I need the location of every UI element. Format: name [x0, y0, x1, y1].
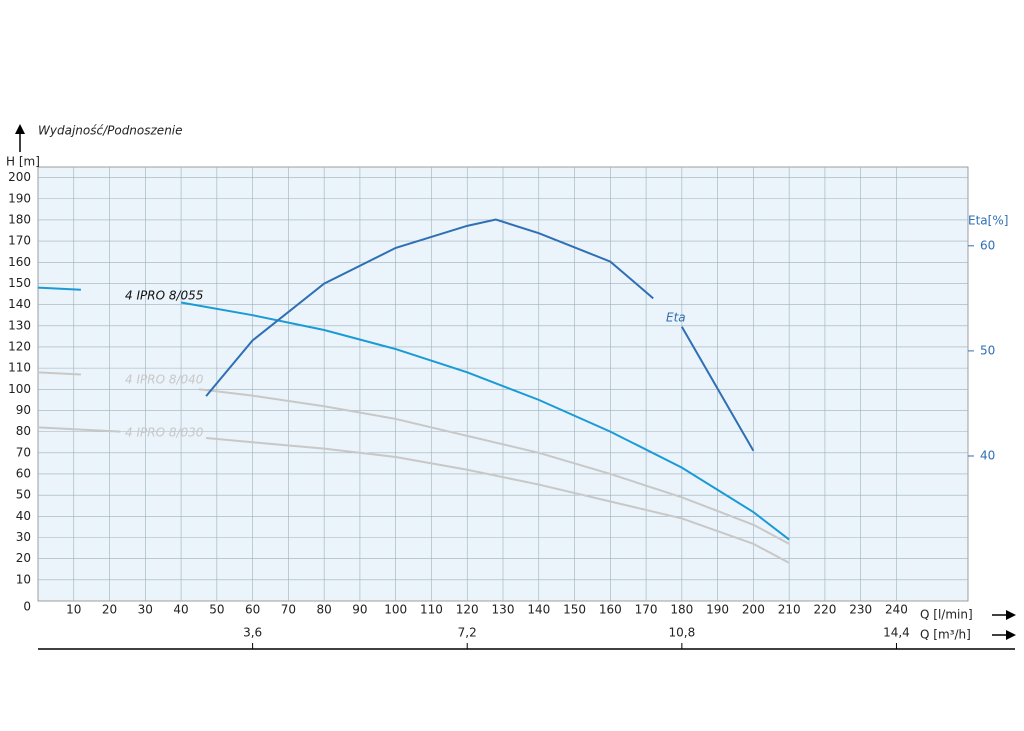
series-line [205, 218, 654, 397]
y-axis-label: H [m] [6, 155, 40, 169]
series-label: 4 IPRO 8/055 [125, 289, 203, 303]
series-label: 4 IPRO 8/030 [125, 426, 204, 440]
y-tick-label: 10 [16, 572, 31, 586]
y-tick-label: 100 [8, 382, 31, 396]
x-arrow-head [1006, 610, 1016, 620]
x-tick-label: 20 [102, 603, 117, 617]
x-tick-label: 100 [384, 603, 407, 617]
y-tick-label: 80 [16, 424, 31, 438]
y-tick-label: 150 [8, 276, 31, 290]
y2-axis-label: Eta[%] [968, 214, 1008, 228]
y-arrow-head [15, 124, 25, 134]
y2-tick-label: 40 [980, 448, 995, 462]
x-tick-label: 90 [352, 603, 367, 617]
series-line [37, 371, 81, 376]
y-tick-label: 170 [8, 234, 31, 248]
y2-tick-label: 60 [980, 238, 995, 252]
chart-title: Wydajność/Podnoszenie [38, 124, 183, 138]
x-tick-label: 40 [173, 603, 188, 617]
x-tick-label: 210 [778, 603, 801, 617]
x-tick-label: 230 [849, 603, 872, 617]
series-line [37, 426, 121, 433]
x2-tick-label: 7,2 [458, 626, 477, 640]
x-tick-label: 110 [420, 603, 443, 617]
y-tick-label: 180 [8, 212, 31, 226]
x-tick-label: 200 [742, 603, 765, 617]
x-tick-label: 120 [456, 603, 479, 617]
x-tick-label: 30 [138, 603, 153, 617]
x-tick-label: 70 [281, 603, 296, 617]
y-tick-label: 20 [16, 551, 31, 565]
series-line [180, 301, 790, 541]
y-tick-label: 70 [16, 445, 31, 459]
x-axis-label: Q [l/min] [920, 608, 973, 622]
x2-tick-label: 3,6 [243, 626, 262, 640]
x-tick-label: 80 [317, 603, 332, 617]
x2-tick-label: 14,4 [883, 626, 910, 640]
y-tick-label: 110 [8, 361, 31, 375]
y-tick-label: 160 [8, 255, 31, 269]
series-label: Eta [666, 311, 686, 325]
x-tick-label: 150 [563, 603, 586, 617]
x-tick-label: 170 [635, 603, 658, 617]
y-tick-label: 130 [8, 318, 31, 332]
x2-axis-label: Q [m³/h] [920, 628, 971, 642]
x-tick-label: 220 [813, 603, 836, 617]
y-tick-label: 140 [8, 297, 31, 311]
x-tick-label: 240 [885, 603, 908, 617]
x-tick-label: 160 [599, 603, 622, 617]
x-tick-label: 130 [492, 603, 515, 617]
y-tick-label: 40 [16, 509, 31, 523]
x-tick-label: 60 [245, 603, 260, 617]
series-line [198, 388, 790, 545]
series-line [680, 326, 755, 452]
x2-arrow-head [1006, 630, 1016, 640]
y-tick-label: 120 [8, 339, 31, 353]
x-tick-label: 180 [670, 603, 693, 617]
y-tick-label: 30 [16, 530, 31, 544]
series-line [37, 286, 81, 291]
x-tick-label: 190 [706, 603, 729, 617]
y-tick-label: 0 [23, 600, 31, 614]
x-tick-label: 10 [66, 603, 81, 617]
x-tick-label: 140 [527, 603, 550, 617]
y-tick-label: 190 [8, 191, 31, 205]
y-tick-label: 90 [16, 403, 31, 417]
x2-tick-label: 10,8 [668, 626, 695, 640]
series-label: 4 IPRO 8/040 [125, 373, 204, 387]
y2-tick-label: 50 [980, 343, 995, 357]
y-tick-label: 200 [8, 170, 31, 184]
series-line [206, 436, 790, 564]
y-tick-label: 60 [16, 466, 31, 480]
y-tick-label: 50 [16, 488, 31, 502]
x-tick-label: 50 [209, 603, 224, 617]
